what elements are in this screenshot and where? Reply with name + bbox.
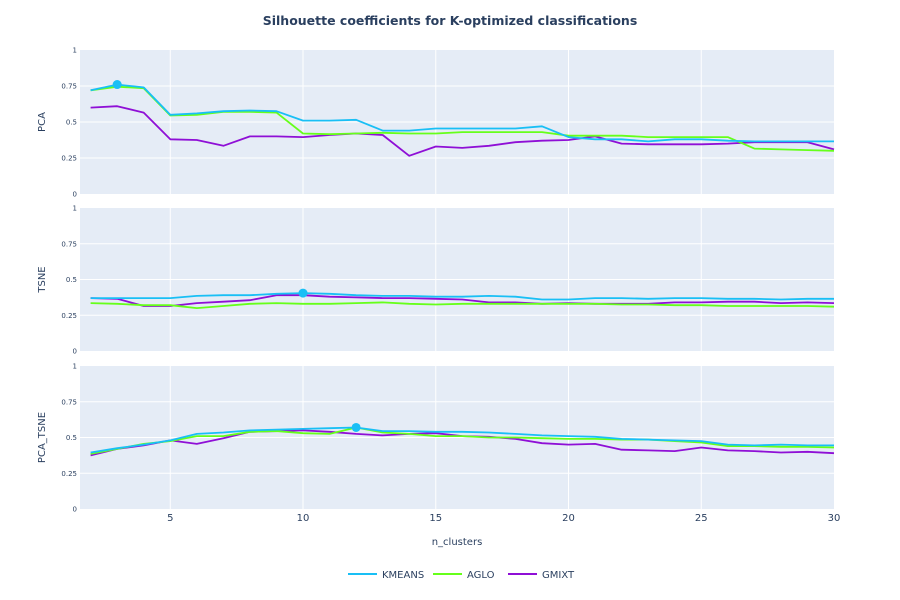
y-axis-label: PCA [37, 112, 48, 132]
y-tick-label: 1 [73, 47, 77, 55]
legend-item-aglo: AGLO [433, 570, 495, 581]
series-line-aglo [90, 426, 835, 455]
y-tick-label: 1 [73, 205, 77, 213]
x-tick-label: 20 [562, 513, 575, 524]
y-axis-label: PCA_TSNE [37, 412, 48, 463]
y-axis-label: TSNE [37, 266, 48, 293]
series-line-kmeans [90, 83, 834, 143]
chart-title: Silhouette coefficients for K-optimized … [263, 13, 638, 28]
series-line-kmeans [90, 292, 834, 301]
x-tick-label: 10 [297, 513, 310, 524]
chart-panels: 0 0.25 0.5 0.75 1 PCA 0 0.25 0.5 0.75 1 TSNE 0 0.25 0.… [37, 47, 840, 525]
series-line-gmixt [90, 105, 835, 157]
optimum-marker [298, 288, 308, 298]
y-tick-label: 0 [73, 506, 77, 514]
y-tick-label: 0.75 [61, 398, 77, 406]
x-tick-label: 25 [695, 513, 708, 524]
y-tick-label: 0 [73, 348, 77, 356]
y-tick-label: 0.25 [61, 312, 77, 320]
y-tick-label: 0 [73, 191, 77, 199]
x-tick-label: 30 [828, 513, 841, 524]
x-tick-label: 5 [167, 513, 173, 524]
legend-label: AGLO [467, 570, 495, 581]
y-tick-label: 0.75 [61, 240, 77, 248]
y-tick-label: 0.5 [66, 276, 77, 284]
panel-pca: 0 0.25 0.5 0.75 1 PCA [37, 47, 835, 199]
panel-pca-tsne: 0 0.25 0.5 0.75 1 PCA_TSNE [37, 363, 835, 514]
optimum-marker [112, 80, 122, 90]
y-tick-label: 1 [73, 363, 77, 371]
optimum-marker [351, 422, 361, 432]
y-tick-label: 0.5 [66, 119, 77, 127]
legend-item-gmixt: GMIXT [508, 570, 575, 581]
series-line-kmeans [90, 426, 834, 454]
legend-item-kmeans: KMEANS [348, 570, 424, 581]
y-tick-label: 0.25 [61, 155, 77, 163]
chart-legend: KMEANS AGLO GMIXT [348, 570, 575, 581]
legend-label: GMIXT [542, 570, 575, 581]
y-tick-label: 0.5 [66, 434, 77, 442]
x-axis-label: n_clusters [432, 537, 483, 548]
series-line-aglo [90, 301, 835, 310]
panel-tsne: 0 0.25 0.5 0.75 1 TSNE [37, 205, 835, 356]
series-line-aglo [90, 85, 835, 152]
x-tick-label: 15 [429, 513, 442, 524]
y-tick-label: 0.25 [61, 470, 77, 478]
legend-label: KMEANS [382, 570, 424, 581]
series-line-gmixt [90, 294, 835, 307]
y-tick-label: 0.75 [61, 83, 77, 91]
x-axis-ticks: 5 10 15 20 25 30 [167, 513, 840, 524]
